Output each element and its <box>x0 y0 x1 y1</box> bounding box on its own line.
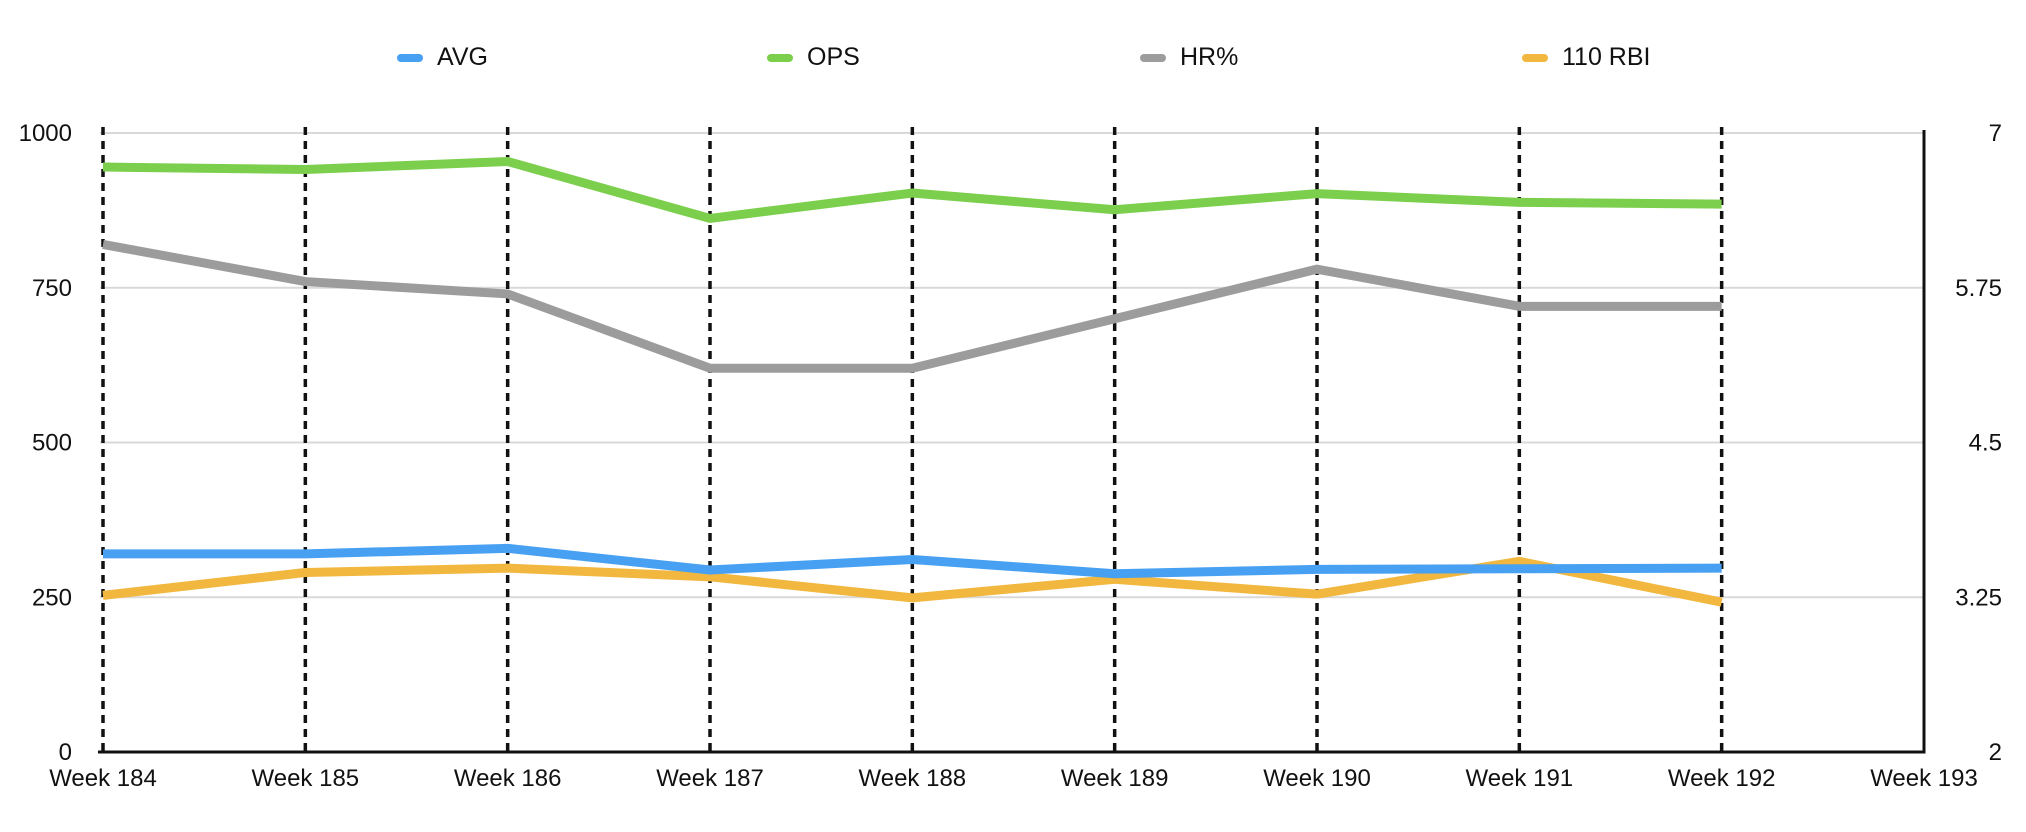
x-axis-tick-label: Week 190 <box>1263 765 1371 792</box>
right-axis-tick-label: 2 <box>1989 739 2002 766</box>
legend-label-avg: AVG <box>437 43 488 71</box>
legend-item-avg[interactable]: AVG <box>397 43 488 72</box>
series-line-ops <box>102 156 1722 223</box>
left-axis-tick-label: 1000 <box>19 120 72 147</box>
right-axis-tick-label: 4.5 <box>1969 430 2002 457</box>
x-axis-tick-label: Week 191 <box>1466 765 1574 792</box>
x-axis-tick-label: Week 193 <box>1870 765 1978 792</box>
x-axis-tick-label: Week 184 <box>49 765 157 792</box>
legend-item-ops[interactable]: OPS <box>767 43 860 72</box>
x-axis-tick-label: Week 192 <box>1668 765 1776 792</box>
legend-swatch-ops <box>767 53 793 62</box>
series-line-avg <box>103 543 1722 579</box>
legend-swatch-avg <box>397 53 423 62</box>
legend-swatch-hr-pct <box>1140 53 1166 62</box>
x-axis-tick-label: Week 188 <box>859 765 967 792</box>
x-axis-tick-label: Week 187 <box>656 765 764 792</box>
right-axis-tick-label: 7 <box>1989 120 2002 147</box>
right-axis-tick-label: 5.75 <box>1955 275 2002 302</box>
legend-item-hr-pct[interactable]: HR% <box>1140 43 1238 72</box>
series-line-hr <box>102 239 1722 373</box>
x-axis-tick-label: Week 189 <box>1061 765 1169 792</box>
legend-swatch-110-rbi <box>1522 53 1548 62</box>
x-axis-tick-label: Week 186 <box>454 765 562 792</box>
left-axis-tick-label: 750 <box>32 275 72 302</box>
left-axis-tick-label: 250 <box>32 584 72 611</box>
legend-label-hr-pct: HR% <box>1180 43 1239 71</box>
legend-label-110-rbi: 110 RBI <box>1562 43 1651 71</box>
x-axis-tick-label: Week 185 <box>252 765 360 792</box>
legend-label-ops: OPS <box>807 43 860 71</box>
left-axis-tick-label: 500 <box>32 430 72 457</box>
left-axis-tick-label: 0 <box>59 739 72 766</box>
legend-item-110-rbi[interactable]: 110 RBI <box>1522 43 1650 72</box>
right-axis-tick-label: 3.25 <box>1955 584 2002 611</box>
